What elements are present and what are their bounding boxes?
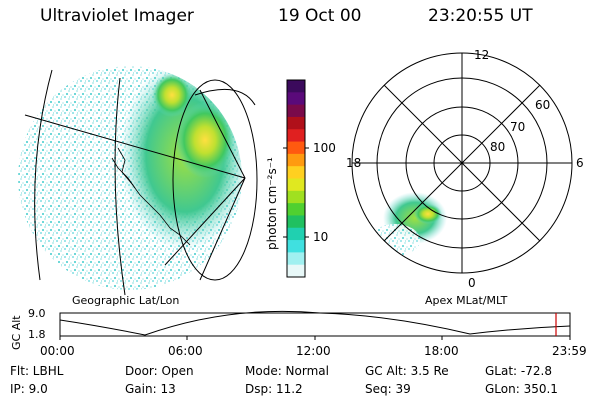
info-glat: GLat: -72.8	[485, 364, 552, 378]
alt-xtick-0600: 06:00	[168, 344, 203, 358]
geo-panel-label: Geographic Lat/Lon	[72, 294, 180, 307]
mlt-label-6: 6	[576, 156, 584, 170]
gc-alt-axis-label: GC Alt	[10, 315, 23, 350]
colorbar-segment	[287, 92, 305, 106]
info-glon: GLon: 350.1	[485, 382, 558, 396]
colorbar-segment	[287, 252, 305, 266]
info-gc-alt: GC Alt: 3.5 Re	[365, 364, 449, 378]
alt-xtick-2359: 23:59	[552, 344, 587, 358]
date-label: 19 Oct 00	[278, 6, 362, 26]
mlat-label-70: 70	[510, 120, 526, 134]
colorbar-segment	[287, 80, 305, 93]
alt-xtick-0000: 00:00	[40, 344, 75, 358]
instrument-title: Ultraviolet Imager	[40, 6, 194, 26]
polar-plot	[351, 52, 573, 274]
colorbar-frame	[286, 79, 306, 278]
alt-ytick-9: 9.0	[28, 307, 46, 320]
info-mode: Mode: Normal	[245, 364, 329, 378]
colorbar-segment	[287, 178, 305, 192]
colorbar-segment	[287, 215, 305, 229]
info-seq: Seq: 39	[365, 382, 411, 396]
colorbar-segment	[287, 240, 305, 253]
info-door: Door: Open	[125, 364, 194, 378]
mlt-label-18: 18	[346, 156, 362, 170]
altitude-plot	[59, 310, 571, 340]
colorbar	[286, 79, 306, 278]
colorbar-segment	[287, 129, 305, 143]
alt-xtick-1800: 18:00	[424, 344, 459, 358]
colorbar-label: photon cm⁻²s⁻¹	[265, 157, 279, 250]
colorbar-segment	[287, 153, 305, 167]
info-dsp: Dsp: 11.2	[245, 382, 303, 396]
colorbar-segment	[287, 203, 305, 216]
colorbar-segment	[287, 104, 305, 118]
colorbar-tick-100: 100	[313, 141, 336, 155]
geo-image	[18, 66, 258, 296]
colorbar-segment	[287, 166, 305, 179]
alt-xtick-1200: 12:00	[296, 344, 331, 358]
mlt-label-0: 0	[468, 276, 476, 290]
colorbar-segment	[287, 264, 305, 278]
mlat-label-60: 60	[535, 98, 551, 112]
mlt-label-12: 12	[474, 48, 490, 62]
info-ip: IP: 9.0	[10, 382, 48, 396]
mlat-label-80: 80	[490, 140, 506, 154]
colorbar-segment	[287, 141, 305, 155]
time-label: 23:20:55 UT	[428, 6, 533, 26]
colorbar-segment	[287, 227, 305, 241]
polar-panel-label: Apex MLat/MLT	[425, 294, 508, 307]
colorbar-segment	[287, 190, 305, 204]
info-flt: Flt: LBHL	[10, 364, 64, 378]
alt-ytick-1-8: 1.8	[28, 328, 46, 341]
colorbar-segment	[287, 116, 305, 130]
colorbar-tick-10: 10	[313, 230, 329, 244]
info-gain: Gain: 13	[125, 382, 176, 396]
